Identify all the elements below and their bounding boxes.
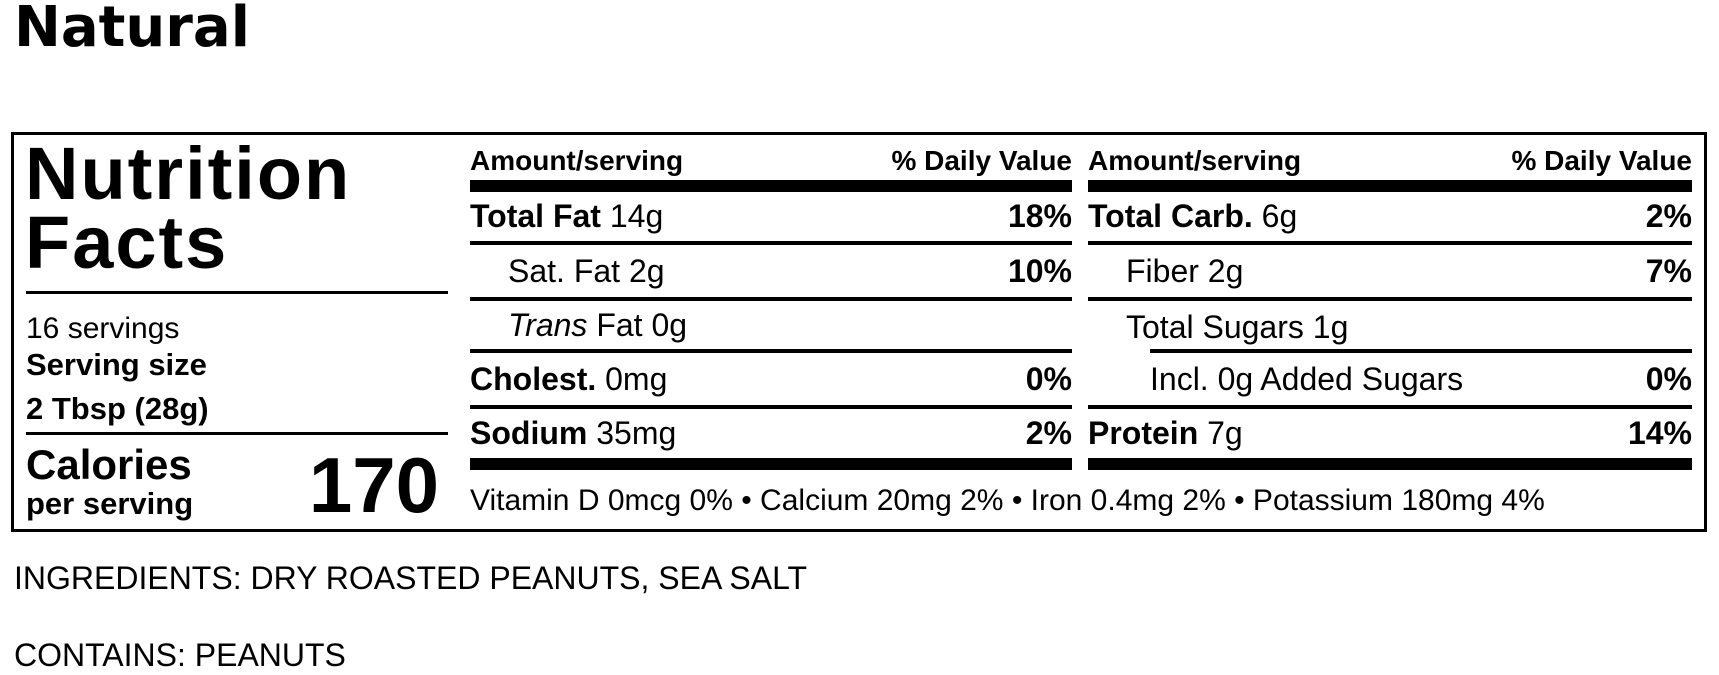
thick-separator — [470, 180, 1072, 192]
calories-value: 170 — [308, 441, 439, 529]
nutrient-name: Total Carb. — [1088, 198, 1253, 234]
nutrient-name: Cholest. — [470, 360, 597, 397]
row-total-carb: Total Carb. 6g 2% — [1088, 192, 1692, 245]
heading-line-2: Facts — [25, 201, 229, 284]
nutrient-name: Sodium — [470, 415, 588, 451]
nutrient-amount: 7g — [1207, 415, 1243, 451]
column-header: Amount/serving % Daily Value — [470, 135, 1072, 180]
nutrient-label: Protein 7g — [1088, 415, 1243, 452]
serving-size-value: 2 Tbsp (28g) — [26, 391, 209, 426]
daily-value: 7% — [1645, 252, 1692, 289]
row-added-sugars: Incl. 0g Added Sugars 0% — [1088, 353, 1692, 409]
row-fiber: Fiber 2g 7% — [1088, 245, 1692, 301]
nutrient-amount: Fat 0g — [596, 306, 688, 343]
nutrient-label: Total Fat 14g — [470, 198, 663, 235]
nutrient-label: Trans Fat 0g — [508, 307, 687, 344]
daily-value: 14% — [1627, 415, 1692, 451]
row-sodium: Sodium 35mg 2% — [470, 409, 1072, 458]
nutrient-name: Protein — [1088, 415, 1199, 451]
row-cholesterol: Cholest. 0mg 0% — [470, 353, 1072, 409]
heading-line-1: Nutrition — [25, 132, 352, 215]
daily-value-header: % Daily Value — [891, 145, 1072, 176]
micronutrients-footnote: Vitamin D 0mcg 0% • Calcium 20mg 2% • Ir… — [470, 483, 1545, 517]
allergen-statement: CONTAINS: PEANUTS — [14, 637, 346, 673]
nutrition-facts-heading: Nutrition Facts — [25, 132, 352, 284]
nutrient-name-italic: Trans — [508, 306, 588, 343]
column-header: Amount/serving % Daily Value — [1088, 135, 1692, 180]
daily-value: 0% — [1645, 360, 1692, 397]
nutrient-column-right: Amount/serving % Daily Value Total Carb.… — [1088, 135, 1692, 470]
indented-divider — [1150, 349, 1692, 353]
nutrient-label: Sodium 35mg — [470, 415, 676, 452]
nutrient-label: Cholest. 0mg — [470, 361, 667, 398]
row-total-sugars: Total Sugars 1g — [1088, 301, 1692, 353]
daily-value: 0% — [1025, 360, 1072, 397]
nutrient-label: Incl. 0g Added Sugars — [1150, 360, 1464, 397]
thick-separator — [470, 458, 1072, 470]
thick-separator — [1088, 458, 1692, 470]
divider — [26, 291, 448, 294]
divider — [26, 432, 448, 435]
calories-label: Calories — [26, 441, 192, 488]
daily-value: 18% — [1007, 198, 1072, 234]
daily-value: 10% — [1007, 252, 1072, 289]
ingredients-statement: INGREDIENTS: DRY ROASTED PEANUTS, SEA SA… — [14, 560, 808, 596]
nutrient-amount: 14g — [609, 198, 664, 234]
daily-value: 2% — [1025, 415, 1072, 451]
nutrient-amount: 0mg — [605, 360, 668, 397]
nutrient-label: Total Carb. 6g — [1088, 198, 1297, 235]
thick-separator — [1088, 180, 1692, 192]
nutrient-label: Fiber 2g — [1126, 252, 1244, 289]
calories-per-serving-label: per serving — [26, 486, 194, 521]
product-name: Natural — [14, 0, 250, 60]
daily-value-header: % Daily Value — [1511, 145, 1692, 176]
nutrient-label: Total Sugars 1g — [1126, 308, 1349, 345]
row-trans-fat: Trans Fat 0g — [470, 301, 1072, 353]
servings-count: 16 servings — [26, 312, 180, 345]
serving-size-label: Serving size — [26, 347, 207, 382]
nutrient-amount: 6g — [1261, 198, 1298, 234]
amount-per-serving-header: Amount/serving — [1088, 145, 1302, 176]
row-protein: Protein 7g 14% — [1088, 409, 1692, 458]
daily-value: 2% — [1645, 198, 1692, 234]
row-total-fat: Total Fat 14g 18% — [470, 192, 1072, 245]
nutrient-name: Total Fat — [470, 198, 601, 234]
nutrition-facts-panel: Nutrition Facts 16 servings Serving size… — [11, 132, 1707, 532]
nutrient-label: Sat. Fat 2g — [508, 252, 665, 289]
row-sat-fat: Sat. Fat 2g 10% — [470, 245, 1072, 301]
amount-per-serving-header: Amount/serving — [470, 145, 684, 176]
nutrient-amount: 35mg — [596, 415, 677, 451]
nutrient-column-left: Amount/serving % Daily Value Total Fat 1… — [470, 135, 1072, 470]
